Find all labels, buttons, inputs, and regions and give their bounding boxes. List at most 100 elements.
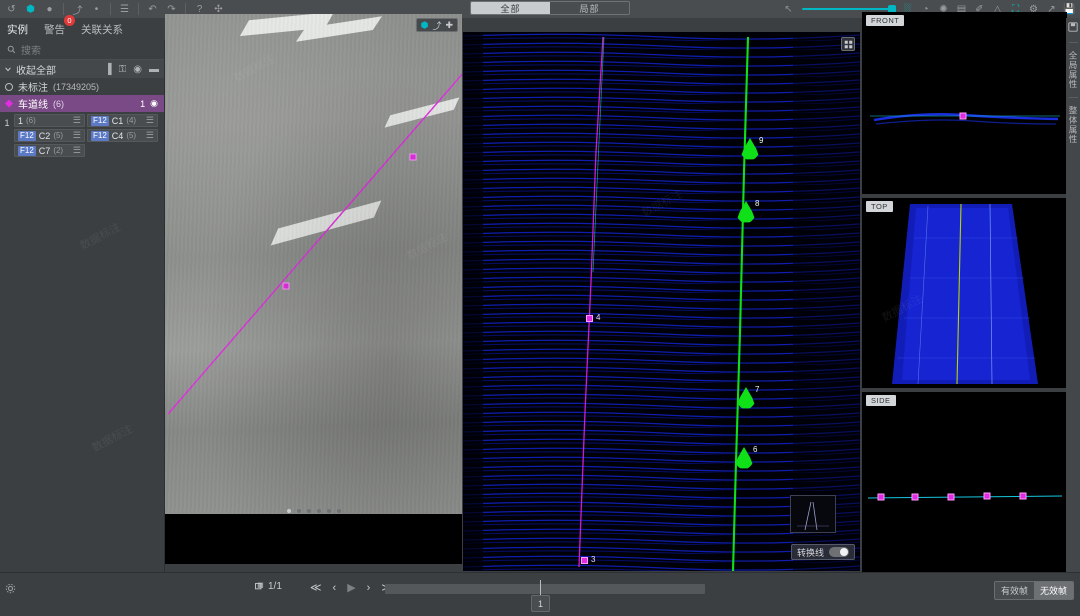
valid-frame-button[interactable]: 有效帧 (994, 582, 1034, 599)
current-frame-chip[interactable]: 1 (531, 595, 550, 612)
invalid-frame-button[interactable]: 无效帧 (1033, 582, 1073, 599)
circle-tool-icon[interactable]: ● (46, 3, 53, 15)
toolbar-divider (138, 3, 139, 15)
chip-menu-icon[interactable]: ☰ (72, 130, 81, 140)
save-view-icon[interactable]: ▤ (956, 3, 967, 15)
point-icon[interactable]: ✚ (445, 19, 453, 30)
pointcloud-minimap[interactable] (790, 495, 836, 533)
point-cloud-overlay-icon[interactable]: ⬢ (420, 19, 429, 30)
redo-icon[interactable]: ↷ (167, 3, 176, 15)
slider-track[interactable] (802, 5, 896, 13)
rail-item-global-attributes[interactable]: 全局属性 (1068, 51, 1078, 89)
segment-selected[interactable]: 全部 (471, 2, 550, 14)
filter-icon[interactable]: △ (993, 3, 1002, 15)
front-view[interactable]: FRONT (862, 12, 1067, 194)
chip-menu-icon[interactable]: ☰ (145, 130, 154, 140)
pointcloud-view-button[interactable] (841, 37, 855, 51)
search-row[interactable]: 搜索 (0, 40, 164, 60)
camera-view-panel[interactable]: ⬢ ⤴ ✚ (165, 14, 462, 564)
settings-icon[interactable]: ⚙ (1029, 3, 1038, 15)
layers-icon[interactable]: ☰ (120, 3, 129, 15)
camera-dot[interactable] (296, 509, 301, 513)
pointcloud-view[interactable]: 9 8 7 6 4 3 转换线 (463, 32, 860, 571)
road-marking-2 (295, 16, 383, 42)
road-marking-1 (239, 14, 335, 37)
chip-name: C2 (38, 130, 51, 141)
road-marking-3 (384, 97, 460, 128)
brightness-icon[interactable]: ✺ (939, 3, 948, 15)
chart-icon[interactable]: ▐ (104, 63, 112, 75)
expand-icon[interactable]: ⛶ (1012, 3, 1019, 15)
polyline-tool-icon[interactable]: ⤴ (72, 5, 83, 17)
instance-chip[interactable]: 1 (6) ☰ (14, 114, 85, 127)
fit-icon[interactable]: ✣ (214, 3, 223, 15)
undo-rotate-icon[interactable]: ↺ (7, 3, 16, 15)
globe-icon[interactable]: ◔ (922, 3, 929, 15)
camera-dot[interactable] (316, 509, 321, 513)
frame-validity-buttons: 有效帧 无效帧 (993, 581, 1074, 600)
convert-line-toggle[interactable]: 转换线 (790, 544, 855, 560)
camera-dot[interactable] (326, 509, 331, 513)
view-mode-segmented-control[interactable]: 全部 局部 (470, 1, 630, 15)
polygon-tool-icon[interactable]: ⬢ (26, 3, 35, 15)
rail-divider (1068, 97, 1078, 98)
gear-icon[interactable] (5, 583, 16, 597)
instance-chip[interactable]: F12 C7 (2) ☰ (14, 144, 85, 157)
play-button[interactable]: ▶ (347, 582, 356, 594)
lock-icon[interactable]: ⚿ (118, 63, 127, 75)
sidebar-group-lane-line[interactable]: 车道线 (6) 1 ◉ (0, 95, 164, 112)
chip-menu-icon[interactable]: ☰ (72, 115, 81, 125)
segment-option[interactable]: 局部 (550, 2, 629, 14)
slider-knob[interactable] (888, 5, 896, 13)
tab-关联关系[interactable]: 关联关系 (81, 23, 123, 36)
toolbar-left-group: ↺ ⬢ ● ⤴ • ☰ ↶ ↷? ✣ (0, 1, 227, 17)
group-label: 车道线 (18, 100, 48, 111)
front-view-canvas (862, 12, 1067, 194)
top-view[interactable]: TOP (862, 198, 1067, 388)
timeline-scrubber[interactable] (385, 580, 705, 598)
rail-item-frame-attributes[interactable]: 整体属性 (1068, 106, 1078, 144)
cursor-icon[interactable]: ↖ (784, 3, 793, 15)
help-icon[interactable]: ? (196, 3, 203, 15)
next-frame-button[interactable]: › (366, 581, 371, 594)
polyline-icon[interactable]: ⤴ (432, 20, 442, 31)
first-frame-button[interactable]: ≪ (310, 582, 322, 594)
prev-frame-button[interactable]: ‹ (332, 581, 337, 594)
save-icon[interactable] (1068, 22, 1078, 35)
timeline-playhead[interactable] (540, 580, 541, 598)
top-view-canvas (862, 198, 1067, 388)
sidebar-group-unlabeled[interactable]: 未标注 (17349205) (0, 78, 164, 95)
minus-icon[interactable]: ▬ (149, 63, 159, 75)
collapse-all-label: 收起全部 (16, 65, 56, 77)
group-index: 1 (140, 98, 146, 109)
chip-menu-icon[interactable]: ☰ (72, 145, 81, 155)
eye-icon[interactable]: ◉ (150, 98, 158, 108)
convert-line-switch[interactable] (829, 547, 849, 557)
frame-counter: 1/1 (268, 581, 282, 592)
eraser-icon[interactable]: ✐ (975, 3, 984, 15)
instance-chip[interactable]: F12 C1 (4) ☰ (87, 114, 158, 127)
camera-dot[interactable] (336, 509, 341, 513)
undo-icon[interactable]: ↶ (148, 3, 157, 15)
eye-icon[interactable]: ◉ (133, 63, 142, 75)
search-input[interactable]: 搜索 (21, 46, 41, 57)
camera-dot[interactable] (286, 509, 291, 513)
chip-name: 1 (18, 115, 24, 126)
side-view[interactable]: SIDE (862, 392, 1067, 582)
tab-实例[interactable]: 实例 (7, 23, 28, 36)
collapse-all-row[interactable]: 收起全部 ▐ ⚿ ◉ ▬ (0, 60, 164, 78)
group-right-controls[interactable]: 1 ◉ (140, 98, 158, 109)
point-size-slider[interactable] (798, 0, 898, 18)
point-tool-icon[interactable]: • (94, 3, 99, 15)
measure-icon[interactable]: ↗ (1047, 3, 1056, 15)
instance-chip[interactable]: F12 C2 (5) ☰ (14, 129, 85, 142)
disk-icon[interactable]: 💾 (1063, 3, 1076, 15)
camera-dot[interactable] (306, 509, 311, 513)
instance-chip[interactable]: F12 C4 (5) ☰ (87, 129, 158, 142)
point-density-icon[interactable]: ░ (903, 3, 912, 15)
marker-shape (581, 557, 588, 564)
chip-count: (5) (126, 131, 137, 140)
chip-menu-icon[interactable]: ☰ (145, 115, 154, 125)
bottom-bar: 1/1 ≪‹▶›≫ 1 有效帧 无效帧 (0, 572, 1080, 616)
tab-警告[interactable]: 警告 0 (43, 14, 75, 39)
